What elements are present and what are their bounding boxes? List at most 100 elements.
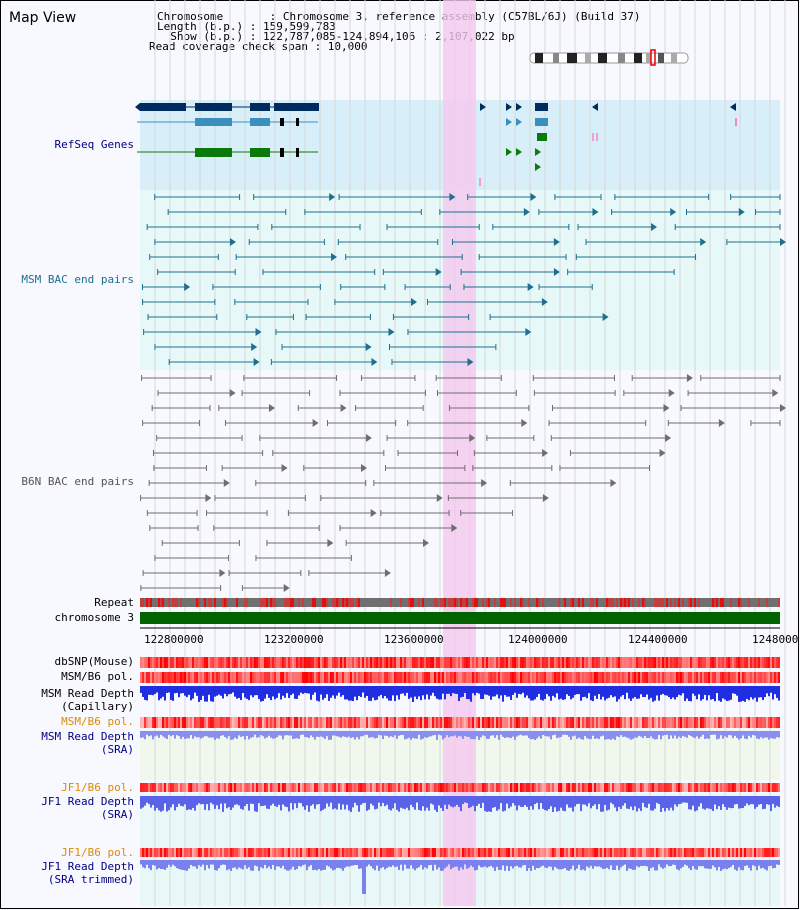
depth-bar bbox=[292, 731, 294, 740]
pol-cell bbox=[170, 672, 172, 683]
pol-cell bbox=[480, 783, 482, 792]
pol-cell bbox=[668, 672, 670, 683]
depth-bar bbox=[330, 686, 332, 698]
pol-cell bbox=[186, 783, 188, 792]
pol-cell bbox=[150, 717, 152, 728]
label-msm-depth-sra[interactable]: MSM Read Depth bbox=[41, 730, 134, 743]
depth-bar bbox=[270, 686, 272, 701]
chromosome-ideogram[interactable] bbox=[529, 49, 689, 66]
pol-cell bbox=[624, 783, 626, 792]
pol-cell bbox=[312, 717, 314, 728]
pol-cell bbox=[604, 657, 606, 668]
depth-bar bbox=[442, 731, 444, 740]
depth-bar bbox=[484, 731, 486, 737]
depth-bar bbox=[718, 860, 720, 867]
depth-bar bbox=[502, 686, 504, 702]
depth-bar bbox=[160, 731, 162, 735]
depth-bar bbox=[612, 731, 614, 739]
pol-cell bbox=[160, 783, 162, 792]
chromosome-bar[interactable] bbox=[140, 612, 780, 624]
pol-cell bbox=[406, 672, 408, 683]
depth-bar bbox=[420, 860, 422, 865]
label-msm-b6-pol-1[interactable]: MSM/B6 pol. bbox=[61, 670, 134, 683]
depth-bar bbox=[282, 860, 284, 866]
label-msm-bac[interactable]: MSM BAC end pairs bbox=[21, 273, 134, 286]
depth-bar bbox=[232, 796, 234, 808]
pol-cell bbox=[734, 848, 736, 857]
pol-cell bbox=[362, 848, 364, 857]
pol-cell bbox=[638, 848, 640, 857]
pol-cell bbox=[500, 672, 502, 683]
read-depth-tracks[interactable] bbox=[140, 686, 780, 894]
depth-bar bbox=[380, 796, 382, 807]
pol-cell bbox=[186, 672, 188, 683]
label-refseq-genes[interactable]: RefSeq Genes bbox=[54, 138, 134, 151]
pol-cell bbox=[678, 783, 680, 792]
pol-cell bbox=[606, 848, 608, 857]
depth-bar bbox=[392, 731, 394, 738]
repeat-block bbox=[150, 598, 152, 607]
pol-cell bbox=[332, 848, 334, 857]
depth-bar bbox=[146, 731, 148, 735]
depth-bar bbox=[508, 686, 510, 697]
depth-bar bbox=[500, 731, 502, 735]
pol-cell bbox=[564, 783, 566, 792]
pol-cell bbox=[756, 717, 758, 728]
label-jf1-b6-pol-1[interactable]: JF1/B6 pol. bbox=[61, 781, 134, 794]
pol-cell bbox=[596, 717, 598, 728]
msm-bac-features[interactable] bbox=[141, 193, 786, 366]
pol-cell bbox=[272, 657, 274, 668]
label-msm-b6-pol-2[interactable]: MSM/B6 pol. bbox=[61, 715, 134, 728]
pol-cell bbox=[762, 672, 764, 683]
pol-cell bbox=[454, 717, 456, 728]
label-dbsnp[interactable]: dbSNP(Mouse) bbox=[54, 655, 134, 668]
pol-cell bbox=[208, 657, 210, 668]
depth-bar bbox=[408, 860, 410, 869]
depth-bar bbox=[718, 686, 720, 701]
repeat-track[interactable] bbox=[140, 598, 780, 607]
pol-cell bbox=[336, 717, 338, 728]
depth-bar bbox=[356, 731, 358, 738]
depth-bar bbox=[778, 860, 780, 865]
depth-bar bbox=[604, 860, 606, 869]
pol-cell bbox=[336, 783, 338, 792]
depth-bar bbox=[770, 686, 772, 693]
polymorphism-heat-tracks[interactable] bbox=[140, 657, 780, 857]
repeat-block bbox=[626, 598, 628, 607]
repeat-block bbox=[472, 598, 474, 607]
pol-cell bbox=[580, 717, 582, 728]
repeat-block bbox=[624, 598, 626, 607]
depth-bar bbox=[512, 860, 514, 869]
depth-bar bbox=[244, 796, 246, 806]
pol-cell bbox=[254, 672, 256, 683]
pol-cell bbox=[308, 672, 310, 683]
pol-cell bbox=[664, 657, 666, 668]
label-msm-depth-cap[interactable]: MSM Read Depth bbox=[41, 687, 134, 700]
depth-bar bbox=[420, 796, 422, 811]
pol-cell bbox=[722, 717, 724, 728]
pol-cell bbox=[146, 783, 148, 792]
repeat-block bbox=[334, 598, 336, 607]
pol-cell bbox=[630, 783, 632, 792]
label-jf1-depth[interactable]: JF1 Read Depth bbox=[41, 795, 134, 808]
label-b6n-bac[interactable]: B6N BAC end pairs bbox=[21, 475, 134, 488]
label-jf1-b6-pol-2[interactable]: JF1/B6 pol. bbox=[61, 846, 134, 859]
pol-cell bbox=[722, 672, 724, 683]
depth-bar bbox=[302, 686, 304, 694]
repeat-block bbox=[616, 598, 618, 607]
pol-cell bbox=[362, 783, 364, 792]
refseq-genes-track[interactable] bbox=[135, 103, 737, 186]
depth-bar bbox=[620, 731, 622, 736]
b6n-bac-features[interactable] bbox=[140, 374, 786, 592]
length-info: Length (b.p.) : 159,599,783 bbox=[157, 20, 336, 33]
pol-cell bbox=[386, 783, 388, 792]
pol-cell bbox=[238, 672, 240, 683]
pol-cell bbox=[636, 657, 638, 668]
pol-cell bbox=[482, 783, 484, 792]
label-jf1-trim[interactable]: JF1 Read Depth bbox=[41, 860, 134, 873]
depth-bar bbox=[688, 796, 690, 810]
pol-cell bbox=[294, 657, 296, 668]
pol-cell bbox=[736, 672, 738, 683]
pol-cell bbox=[510, 848, 512, 857]
